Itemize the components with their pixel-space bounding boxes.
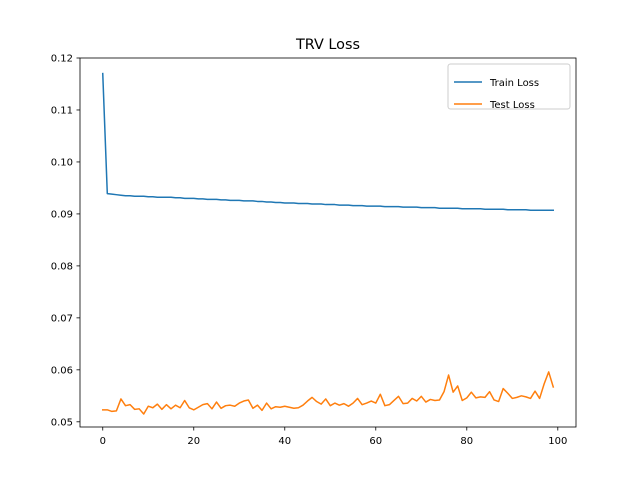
y-tick-label: 0.08: [51, 261, 73, 272]
x-tick-label: 80: [460, 436, 473, 447]
x-tick-label: 40: [278, 436, 291, 447]
x-tick-label: 0: [100, 436, 106, 447]
legend-label-train-loss: Train Loss: [489, 78, 539, 89]
x-tick-label: 20: [187, 436, 200, 447]
series-line-test-loss: [102, 371, 555, 415]
y-tick-label: 0.07: [51, 313, 73, 324]
y-tick-label: 0.06: [51, 365, 73, 376]
legend-label-test-loss: Test Loss: [489, 100, 535, 111]
y-tick-label: 0.09: [51, 210, 73, 221]
y-tick-label: 0.10: [51, 158, 73, 169]
plot-frame: [79, 57, 577, 428]
chart-title: TRV Loss: [295, 37, 360, 53]
series-line-train-loss: [101, 72, 554, 212]
legend: Train Loss Test Loss: [447, 63, 571, 111]
x-tick-label: 60: [369, 436, 382, 447]
y-tick-label: 0.05: [51, 417, 73, 428]
y-tick-label: 0.12: [51, 54, 73, 65]
x-tick-label: 100: [548, 436, 567, 447]
y-tick-label: 0.11: [51, 106, 73, 117]
legend-box: [447, 63, 571, 110]
series-layer: [101, 72, 555, 415]
ticks-layer: 0 20 40 60 80 100 0.05 0.06 0.07 0.08 0.09 0.10 0.11…: [51, 54, 568, 447]
